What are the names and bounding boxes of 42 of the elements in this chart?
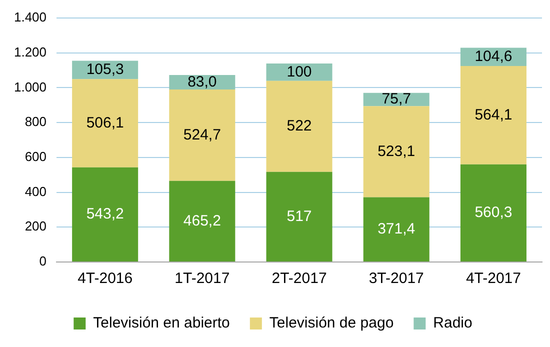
data-label: 560,3 [474,204,512,222]
y-tick-label: 400 [24,184,47,199]
bar [363,106,430,198]
data-label: 517 [286,208,312,225]
bar [363,197,430,262]
x-tick-label: 4T-2017 [466,270,521,288]
data-label: 543,2 [86,206,124,223]
x-tick-label: 4T-2016 [78,270,133,288]
bar [72,167,138,262]
bar [266,63,332,81]
y-tick-label: 800 [24,114,47,130]
data-label: 104,6 [474,48,512,66]
bar [460,66,526,164]
y-tick-label: 200 [24,218,47,234]
bar [169,180,236,262]
y-tick-label: 1.000 [14,79,47,94]
x-tick-label: 2T-2017 [272,270,327,288]
data-label: 523,1 [378,142,416,160]
data-label: 83,0 [188,73,217,90]
legend-label: Radio [433,314,472,332]
bar [169,89,236,181]
data-label: 465,2 [183,212,221,230]
data-label: 371,4 [378,220,416,238]
data-label: 564,1 [474,106,512,124]
y-tick-label: 1.400 [14,10,47,25]
data-label: 75,7 [382,90,411,108]
y-tick-label: 600 [24,149,47,164]
bar [266,80,332,172]
y-tick-label: 0 [39,254,47,269]
y-tick-label: 1.200 [14,44,47,60]
x-tick-label: 3T-2017 [368,270,424,288]
bar [72,79,138,168]
data-label: 522 [286,118,312,135]
legend-label: Televisión de pago [269,314,394,332]
data-label: 524,7 [183,126,221,144]
bar [266,172,332,262]
data-label: 100 [286,63,312,80]
legend-label: Televisión en abierto [93,314,230,332]
x-tick-label: 1T-2017 [174,270,230,288]
data-label: 105,3 [86,61,124,78]
data-label: 506,1 [86,114,124,132]
bar [460,164,526,262]
